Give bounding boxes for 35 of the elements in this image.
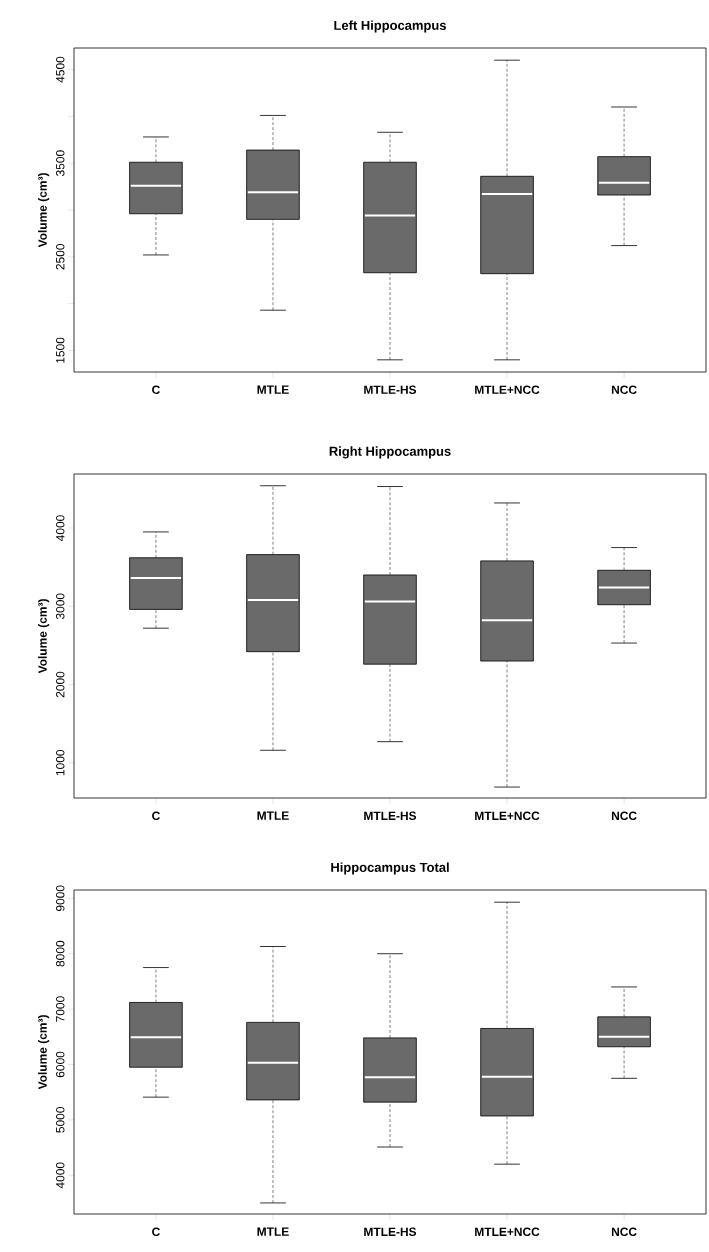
x-tick-label: C: [152, 811, 160, 820]
x-tick-label: MTLE: [257, 811, 289, 820]
y-tick-label: 5000: [56, 1107, 65, 1133]
x-tick-label: MTLE-HS: [364, 385, 417, 394]
y-tick-label: 9000: [56, 885, 65, 912]
y-tick-label: 3000: [56, 593, 65, 620]
y-tick-label: 4500: [56, 56, 65, 83]
y-tick-label: 2500: [56, 243, 65, 270]
y-tick-label: 7000: [56, 996, 65, 1022]
x-tick-label: MTLE: [257, 385, 289, 394]
x-tick-label: NCC: [611, 811, 637, 820]
y-tick-label: 4000: [56, 1162, 65, 1189]
y-tick-label: 1500: [56, 337, 65, 363]
x-tick-label: MTLE: [257, 1227, 289, 1236]
chart-title: Hippocampus Total: [331, 862, 449, 875]
y-axis-title: Volume (cm³): [38, 599, 50, 674]
y-axis-title: Volume (cm³): [38, 1015, 50, 1090]
y-tick-label: 2000: [56, 671, 65, 698]
x-tick-label: MTLE-HS: [364, 811, 417, 820]
y-tick-label: 4000: [56, 515, 65, 542]
y-tick-label: 3500: [56, 150, 65, 177]
x-tick-label: NCC: [611, 385, 637, 394]
x-tick-label: MTLE-HS: [364, 1227, 417, 1236]
y-tick-label: 8000: [56, 940, 65, 967]
x-tick-label: MTLE+NCC: [475, 385, 540, 394]
x-tick-label: C: [152, 1227, 160, 1236]
chart-title: Left Hippocampus: [334, 20, 446, 33]
x-tick-label: NCC: [611, 1227, 637, 1236]
x-tick-label: C: [152, 385, 160, 394]
chart-title: Right Hippocampus: [329, 446, 451, 459]
y-tick-label: 1000: [56, 749, 65, 776]
x-tick-label: MTLE+NCC: [475, 1227, 540, 1236]
y-axis-title: Volume (cm³): [38, 173, 50, 248]
y-tick-label: 6000: [56, 1051, 65, 1078]
x-tick-label: MTLE+NCC: [475, 811, 540, 820]
